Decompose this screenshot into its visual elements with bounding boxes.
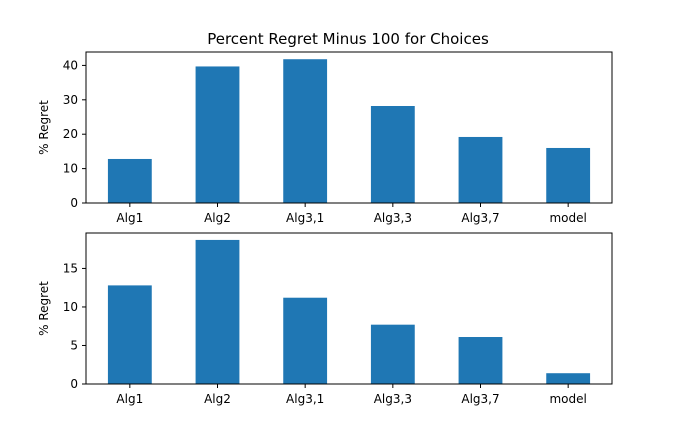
top-bar-alg3-1 — [283, 59, 328, 203]
top-bar-alg3-7 — [458, 136, 503, 203]
chart-title: Percent Regret Minus 100 for Choices — [207, 30, 489, 48]
top-bar-model — [546, 147, 591, 203]
bottom-y-tick-label: 10 — [63, 300, 78, 314]
bottom-y-tick-label: 15 — [63, 261, 78, 275]
top-x-tick-label: model — [549, 211, 586, 225]
top-y-tick-label: 0 — [70, 196, 78, 210]
bottom-bar-alg3-7 — [458, 337, 503, 384]
top-x-tick-label: Alg2 — [204, 211, 231, 225]
top-plot-frame — [85, 51, 613, 204]
bottom-x-tick-label: Alg1 — [116, 392, 143, 406]
bottom-bar-alg3-3 — [370, 324, 415, 384]
bottom-y-axis-label: % Regret — [37, 281, 51, 336]
top-bar-alg2 — [195, 66, 240, 203]
top-x-tick-label: Alg3,3 — [374, 211, 412, 225]
bottom-y-tick-label: 5 — [70, 338, 78, 352]
bottom-bar-alg1 — [107, 285, 152, 384]
bottom-x-tick-label: Alg3,7 — [461, 392, 499, 406]
bottom-plot-frame — [85, 232, 613, 385]
bottom-x-tick-label: Alg3,3 — [374, 392, 412, 406]
top-y-tick-label: 40 — [63, 58, 78, 72]
top-y-tick-label: 10 — [63, 162, 78, 176]
bottom-x-tick-label: model — [549, 392, 586, 406]
top-y-axis-label: % Regret — [37, 100, 51, 155]
bottom-x-tick-label: Alg3,1 — [286, 392, 324, 406]
bottom-bar-alg3-1 — [283, 297, 328, 384]
top-x-tick-label: Alg1 — [116, 211, 143, 225]
bottom-x-tick-label: Alg2 — [204, 392, 231, 406]
top-x-tick-label: Alg3,7 — [461, 211, 499, 225]
top-bar-alg1 — [107, 158, 152, 203]
bottom-bar-alg2 — [195, 239, 240, 384]
bottom-bar-model — [546, 373, 591, 384]
top-x-tick-label: Alg3,1 — [286, 211, 324, 225]
top-y-tick-label: 20 — [63, 127, 78, 141]
top-y-tick-label: 30 — [63, 93, 78, 107]
bottom-bar-chart: Alg1 Alg2 Alg3,1 Alg3,3 Alg3,7 model 0 5 10 15 % R… — [37, 232, 613, 406]
bottom-y-tick-label: 0 — [70, 377, 78, 391]
top-bar-alg3-3 — [370, 106, 415, 203]
top-bar-chart: Alg1 Alg2 Alg3,1 Alg3,3 Alg3,7 model 0 10 20 30 40… — [37, 51, 613, 225]
